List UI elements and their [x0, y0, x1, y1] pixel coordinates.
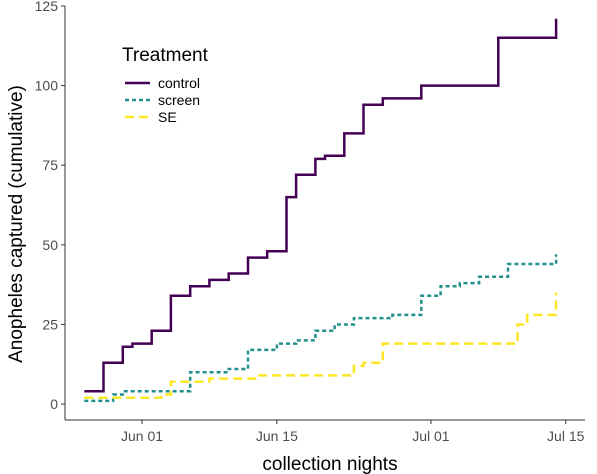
series-line-control	[84, 18, 558, 393]
legend-item: screen	[125, 92, 200, 108]
series-line-se	[84, 292, 558, 399]
x-axis-label: collection nights	[262, 454, 397, 474]
x-axis-ticks: Jun 01 Jun 15 Jul 01 Jul 15	[121, 420, 585, 444]
y-tick-label: 50	[42, 237, 58, 253]
legend-title: Treatment	[122, 45, 209, 66]
x-tick-label: Jun 01	[121, 428, 163, 444]
legend-label: screen	[158, 92, 200, 108]
series-line-screen	[84, 254, 558, 403]
y-tick-label: 25	[42, 316, 58, 332]
x-tick-label: Jul 15	[547, 428, 585, 444]
y-tick-label: 100	[35, 78, 59, 94]
y-axis-label: Anopheles captured (cumulative)	[6, 85, 27, 363]
y-tick-label: 0	[50, 396, 58, 412]
y-tick-label: 125	[35, 0, 59, 14]
legend-label: control	[158, 75, 200, 91]
y-tick-label: 75	[42, 157, 58, 173]
x-tick-label: Jul 01	[412, 428, 450, 444]
legend-item: SE	[125, 109, 177, 125]
legend-item: control	[125, 75, 200, 91]
x-tick-label: Jun 15	[256, 428, 298, 444]
y-axis-ticks: 0 25 50 75 100 125	[35, 0, 65, 412]
legend-label: SE	[158, 109, 177, 125]
series-layer	[84, 18, 558, 403]
